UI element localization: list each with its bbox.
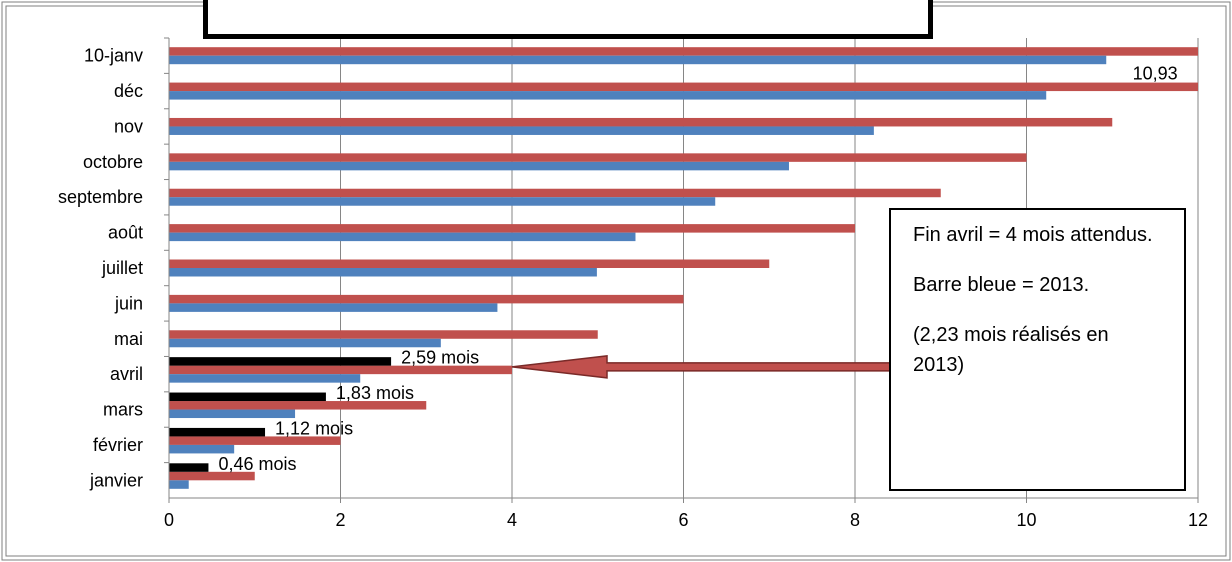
- arrow-shape: [511, 355, 899, 379]
- bar-red-juin: [169, 294, 684, 304]
- x-tick-label: 10: [1016, 510, 1036, 530]
- bar-red-juillet: [169, 259, 770, 268]
- category-label: janvier: [89, 470, 143, 490]
- x-tick-label: 4: [507, 510, 517, 530]
- bar-red-mai: [169, 330, 598, 339]
- bar-blue-avril: [169, 374, 361, 383]
- category-label: déc: [114, 81, 143, 101]
- bar-blue-10-janv: [169, 55, 1107, 65]
- category-label: juillet: [101, 258, 143, 278]
- bar-blue-mai: [169, 338, 441, 348]
- bar-black-avril: [169, 357, 392, 366]
- category-label: avril: [110, 364, 143, 384]
- data-label: 1,83 mois: [336, 383, 414, 403]
- bar-blue-janvier: [169, 480, 189, 489]
- bar-red-septembre: [169, 188, 941, 198]
- bar-blue-octobre: [169, 161, 789, 171]
- bar-black-janvier: [169, 463, 209, 472]
- arrow: [511, 355, 899, 379]
- bar-red-janvier: [169, 471, 255, 481]
- bar-blue-juin: [169, 303, 498, 312]
- bar-red-mars: [169, 401, 427, 410]
- data-label: 2,59 mois: [401, 348, 479, 368]
- category-label: août: [108, 223, 143, 243]
- bar-blue-juillet: [169, 268, 597, 277]
- data-label: 1,12 mois: [275, 418, 353, 438]
- category-label: nov: [114, 116, 143, 136]
- bar-red-déc: [169, 82, 1198, 92]
- category-label: juin: [114, 293, 143, 313]
- bars: [169, 47, 1198, 489]
- x-tick-label: 6: [678, 510, 688, 530]
- note-box: Fin avril = 4 mois attendus. Barre bleue…: [889, 208, 1186, 491]
- bar-blue-février: [169, 444, 235, 454]
- bar-blue-mars: [169, 409, 296, 419]
- x-tick-label: 12: [1188, 510, 1208, 530]
- category-label: septembre: [58, 187, 143, 207]
- bar-red-10-janv: [169, 47, 1198, 56]
- bar-red-février: [169, 436, 341, 445]
- bar-blue-août: [169, 232, 636, 242]
- data-label: 0,46 mois: [218, 454, 296, 474]
- bar-blue-nov: [169, 126, 874, 135]
- bar-red-nov: [169, 117, 1113, 127]
- axes: [164, 37, 1199, 503]
- bar-red-octobre: [169, 153, 1027, 162]
- x-tick-label: 8: [850, 510, 860, 530]
- data-label: 10,93: [1133, 64, 1178, 84]
- bar-red-août: [169, 224, 855, 233]
- note-line-1: Fin avril = 4 mois attendus.: [913, 224, 1153, 246]
- category-label: février: [93, 435, 143, 455]
- category-label: mai: [114, 329, 143, 349]
- category-label: 10-janv: [84, 46, 143, 66]
- bar-blue-déc: [169, 91, 1047, 100]
- bar-black-mars: [169, 392, 326, 402]
- category-label: mars: [103, 400, 143, 420]
- title-box: [203, 0, 933, 39]
- bar-blue-septembre: [169, 197, 716, 206]
- x-tick-label: 2: [335, 510, 345, 530]
- bar-red-avril: [169, 365, 512, 375]
- labels: 0 2 4 6 8 10 12 janvier février mars avril mai juin j…: [58, 46, 1208, 530]
- note-line-2: Barre bleue = 2013.: [913, 274, 1090, 296]
- note-line-3: (2,23 mois réalisés en 2013): [913, 324, 1109, 376]
- category-label: octobre: [83, 152, 143, 172]
- x-tick-label: 0: [164, 510, 174, 530]
- bar-black-février: [169, 427, 266, 437]
